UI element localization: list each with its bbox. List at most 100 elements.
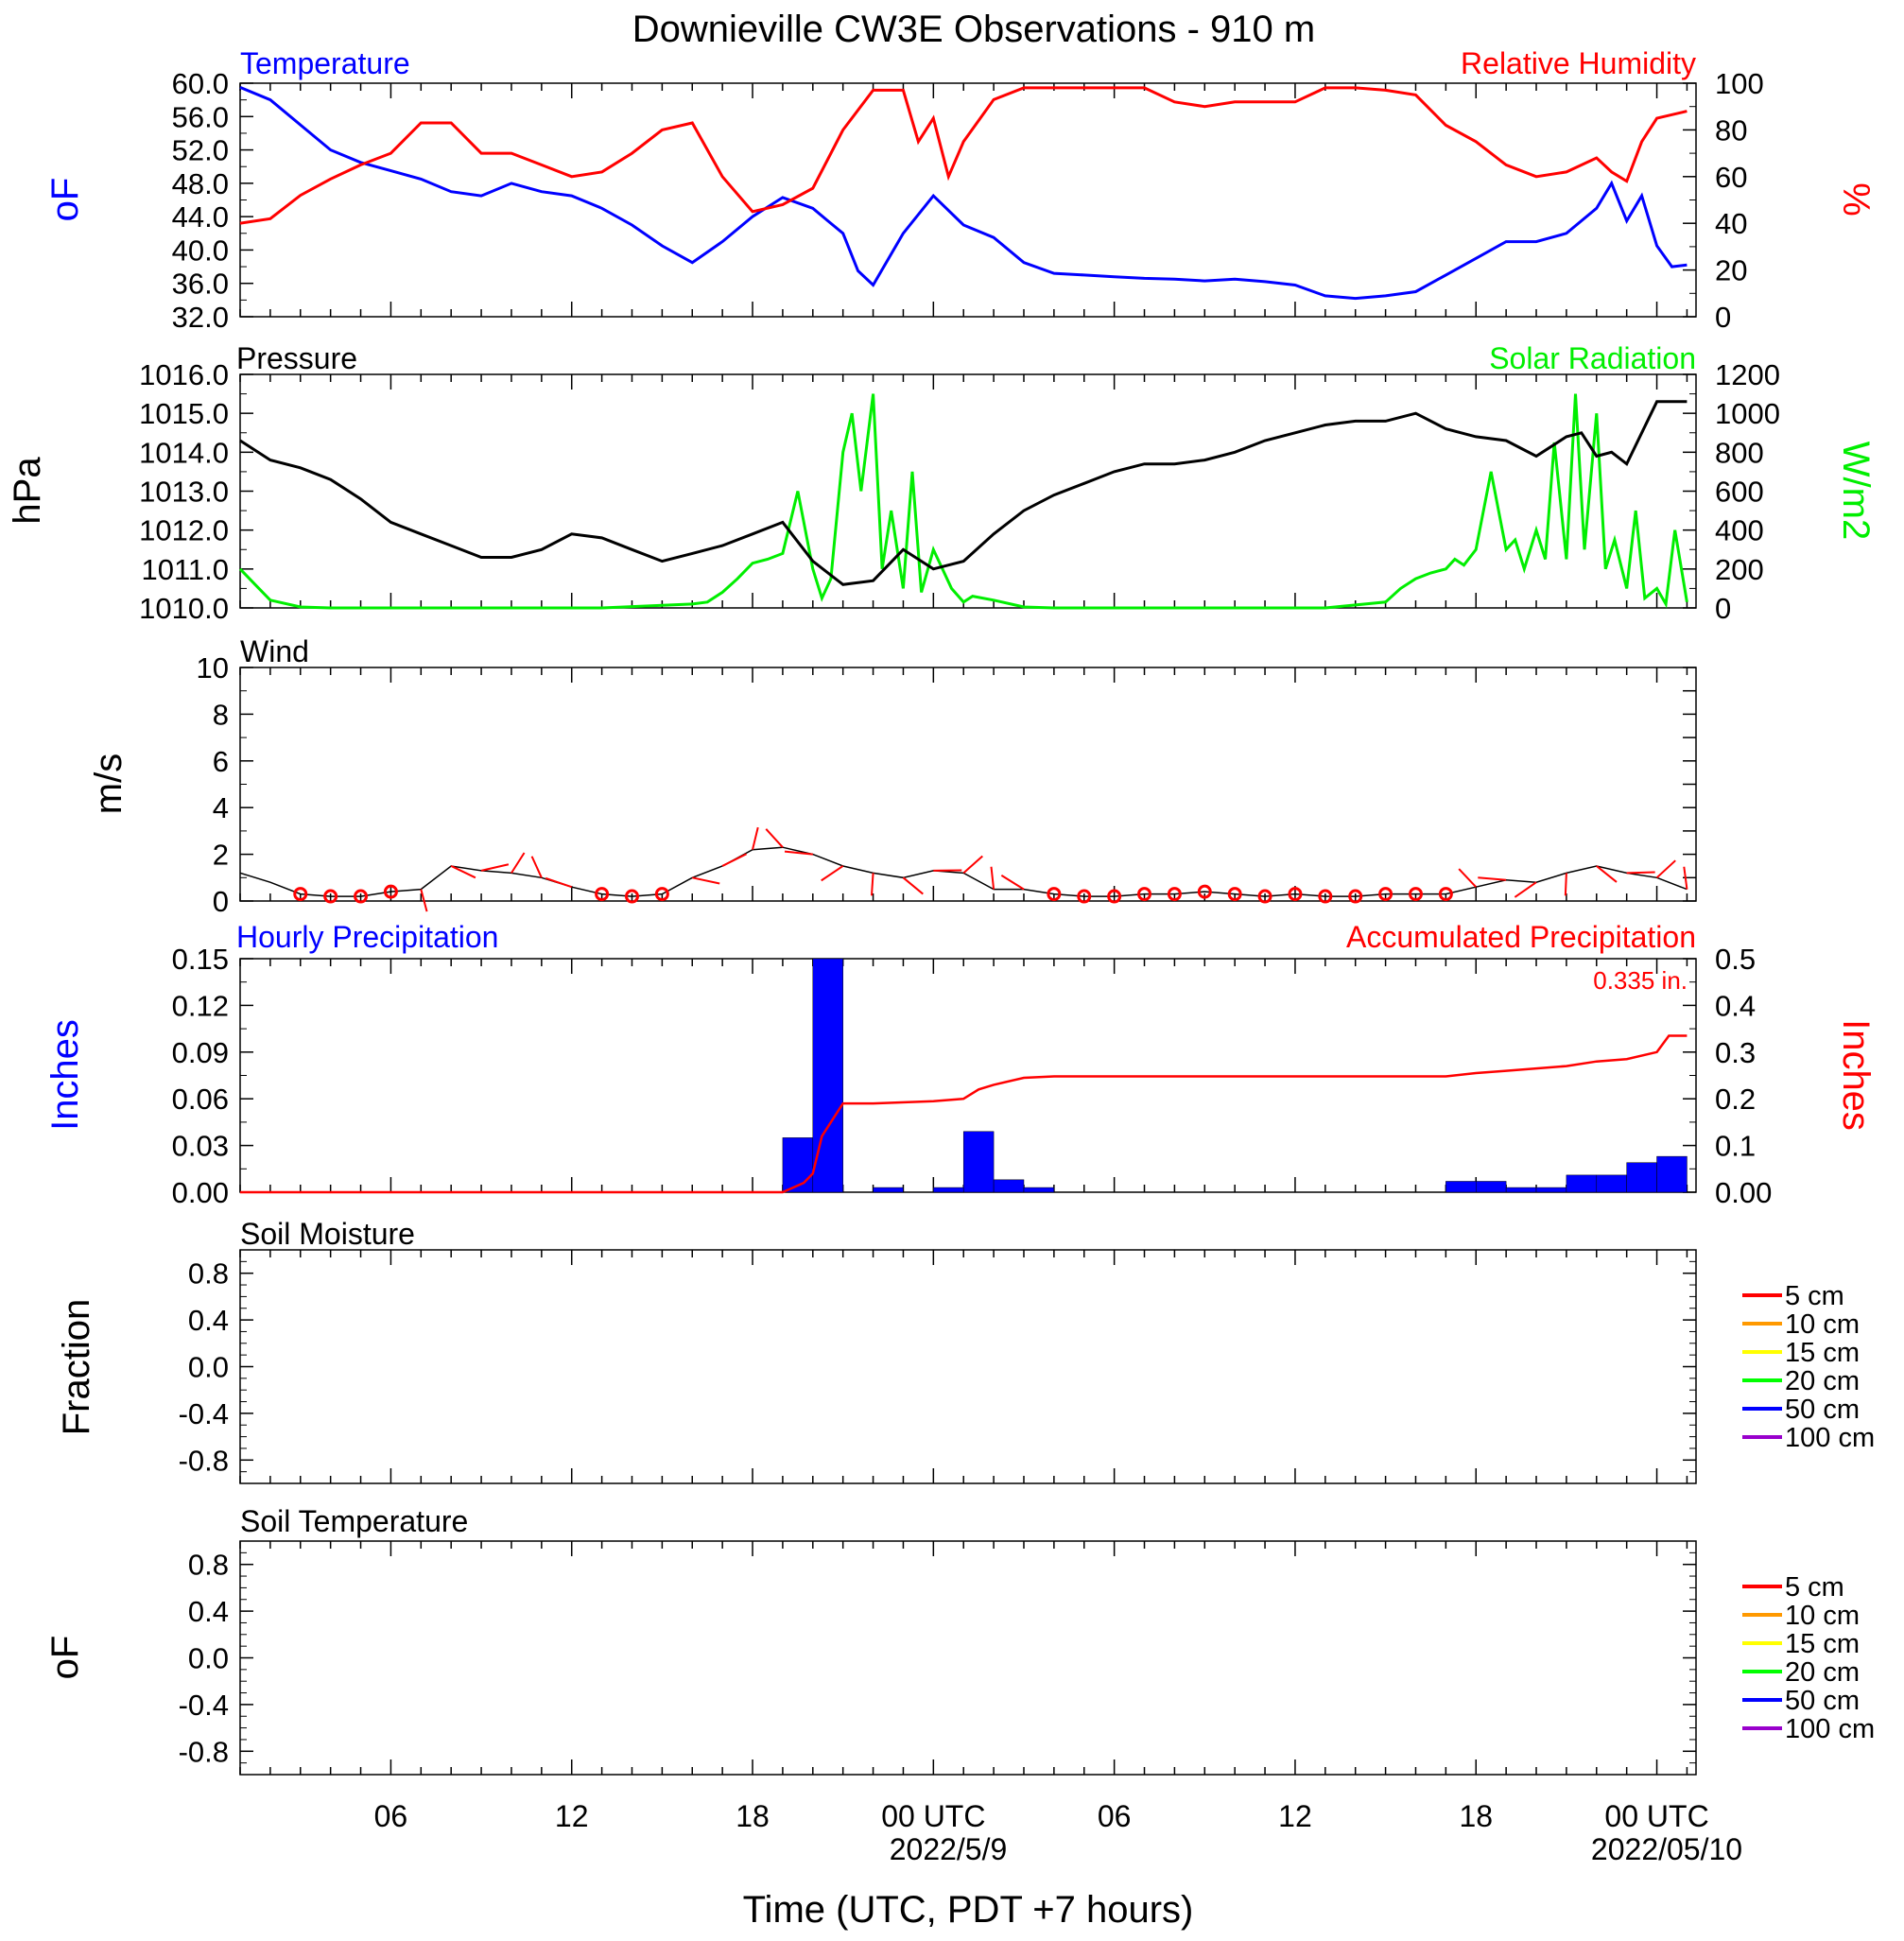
- humidity-unit-label: %: [1835, 182, 1877, 217]
- wind-barb: [765, 828, 784, 848]
- pressure-title: Pressure: [236, 341, 357, 375]
- temperature-panel: Temperature Relative Humidity oF % 60.05…: [44, 46, 1877, 334]
- solar-axis-label: 600: [1715, 476, 1764, 509]
- hourly-precip-bar: [1626, 1162, 1657, 1193]
- time-tick-label: 06: [374, 1799, 408, 1833]
- hourly-precip-bar: [1656, 1155, 1688, 1193]
- wind-barb: [511, 852, 526, 874]
- soil-temp-axis-label: -0.8: [179, 1735, 229, 1768]
- date-label-first: 2022/5/9: [890, 1832, 1008, 1866]
- solar-series-line: [238, 393, 1688, 610]
- wind-calm-marker: [1197, 884, 1212, 899]
- solar-axis-label: 200: [1715, 553, 1764, 586]
- temperature-axis-label: 56.0: [172, 100, 229, 133]
- temperature-axis-label: 32.0: [172, 301, 229, 334]
- accum-precip-title: Accumulated Precipitation: [1346, 920, 1696, 954]
- hourly-precip-bar: [962, 1131, 995, 1193]
- wind-calm-marker: [1047, 887, 1062, 902]
- legend-label: 10 cm: [1785, 1601, 1860, 1631]
- hourly-precip-bar: [1475, 1181, 1507, 1193]
- soil-moisture-title: Soil Moisture: [240, 1217, 415, 1251]
- wind-calm-marker: [1288, 887, 1303, 902]
- hourly-precip-axis-label: 0.06: [172, 1083, 229, 1116]
- wind-barb: [1655, 859, 1676, 879]
- humidity-axis-label: 100: [1715, 67, 1764, 100]
- time-tick-label: 00 UTC: [881, 1799, 985, 1833]
- soil-moisture-axis-ticks: 0.8 0.4 0.0 -0.4 -0.8: [179, 1249, 1696, 1484]
- legend-label: 15 cm: [1785, 1338, 1860, 1368]
- pressure-axis-label: 1010.0: [139, 592, 229, 625]
- legend-label: 15 cm: [1785, 1629, 1860, 1659]
- temperature-unit-label: oF: [44, 178, 86, 222]
- wind-barb: [1626, 871, 1655, 875]
- temperature-axis-ticks: 60.056.052.048.044.040.036.032.0: [172, 67, 253, 334]
- solar-axis-label: 0: [1715, 592, 1731, 625]
- wind-calm-marker: [595, 887, 610, 902]
- humidity-axis-label: 40: [1715, 207, 1747, 240]
- wind-axis-label: 0: [213, 885, 229, 918]
- wind-calm-marker: [1167, 887, 1182, 902]
- pressure-plot-area: [239, 373, 1697, 609]
- legend-label: 50 cm: [1785, 1686, 1860, 1716]
- legend-label: 50 cm: [1785, 1395, 1860, 1425]
- hourly-precip-bar: [993, 1179, 1025, 1193]
- pressure-axis-label: 1014.0: [139, 436, 229, 469]
- x-axis-title: Time (UTC, PDT +7 hours): [743, 1889, 1194, 1931]
- wind-calm-marker: [1227, 887, 1242, 902]
- temperature-axis-label: 52.0: [172, 134, 229, 167]
- soil-moisture-unit-label: Fraction: [56, 1299, 97, 1436]
- wind-barb: [721, 853, 748, 867]
- solar-axis-label: 1000: [1715, 397, 1780, 430]
- precip-total-label: 0.335 in.: [1593, 966, 1688, 995]
- wind-barb: [420, 889, 428, 912]
- temperature-title: Temperature: [240, 46, 410, 80]
- soil-temp-unit-label: oF: [44, 1636, 86, 1680]
- time-tick-label: 12: [1278, 1799, 1312, 1833]
- humidity-axis-ticks: 100 80 60 40 20 0: [1683, 67, 1764, 334]
- soil-moisture-axis-label: 0.4: [188, 1304, 229, 1337]
- solar-title: Solar Radiation: [1489, 341, 1696, 375]
- wind-barb: [1596, 865, 1618, 883]
- hourly-precip-axis-label: 0.03: [172, 1130, 229, 1163]
- wind-calm-marker: [1107, 889, 1122, 904]
- wind-calm-marker: [1438, 887, 1453, 902]
- soil-moisture-axis-label: -0.8: [179, 1444, 229, 1477]
- pressure-unit-label: hPa: [7, 457, 48, 525]
- date-label-second: 2022/05/10: [1591, 1832, 1742, 1866]
- pressure-axis-label: 1013.0: [139, 476, 229, 509]
- hourly-precip-bar: [1596, 1174, 1627, 1193]
- wind-barb: [545, 876, 573, 889]
- wind-title: Wind: [240, 634, 309, 668]
- temperature-axis-label: 40.0: [172, 234, 229, 267]
- pressure-axis-label: 1016.0: [139, 358, 229, 391]
- pressure-panel: Pressure Solar Radiation hPa W/m2 1016.0…: [7, 341, 1877, 625]
- soil-moisture-axis-label: -0.4: [179, 1397, 229, 1430]
- temperature-series-line: [239, 86, 1688, 301]
- temperature-axis-label: 60.0: [172, 67, 229, 100]
- hourly-precip-bar: [873, 1187, 904, 1193]
- wind-barb: [1478, 876, 1507, 881]
- hourly-precip-axis-label: 0.09: [172, 1036, 229, 1069]
- legend-label: 5 cm: [1785, 1281, 1844, 1311]
- accum-precip-unit-label: Inches: [1835, 1019, 1877, 1131]
- wind-barb: [821, 865, 844, 882]
- soil-moisture-axis-label: 0.0: [188, 1351, 229, 1384]
- legend-label: 20 cm: [1785, 1366, 1860, 1396]
- wind-plot-area: [239, 667, 1697, 902]
- wind-calm-marker: [1257, 889, 1272, 904]
- humidity-axis-label: 80: [1715, 113, 1747, 147]
- wind-barb: [1000, 875, 1025, 891]
- wind-barb: [1683, 866, 1688, 890]
- chart-title: Downieville CW3E Observations - 910 m: [632, 9, 1315, 50]
- soil-moisture-panel: Soil Moisture Fraction 0.8 0.4 0.0 -0.4 -0.8…: [56, 1217, 1875, 1484]
- accum-precip-axis-label: 0.5: [1715, 943, 1756, 976]
- wind-panel: Wind m/s 10 8 6 4 2 0: [88, 634, 1697, 918]
- wind-calm-marker: [293, 887, 308, 902]
- hourly-precip-bar: [1535, 1187, 1567, 1193]
- legend-label: 20 cm: [1785, 1657, 1860, 1688]
- time-tick-label: 18: [1459, 1799, 1493, 1833]
- wind-x-ticks: [239, 667, 1688, 901]
- humidity-title: Relative Humidity: [1461, 46, 1696, 80]
